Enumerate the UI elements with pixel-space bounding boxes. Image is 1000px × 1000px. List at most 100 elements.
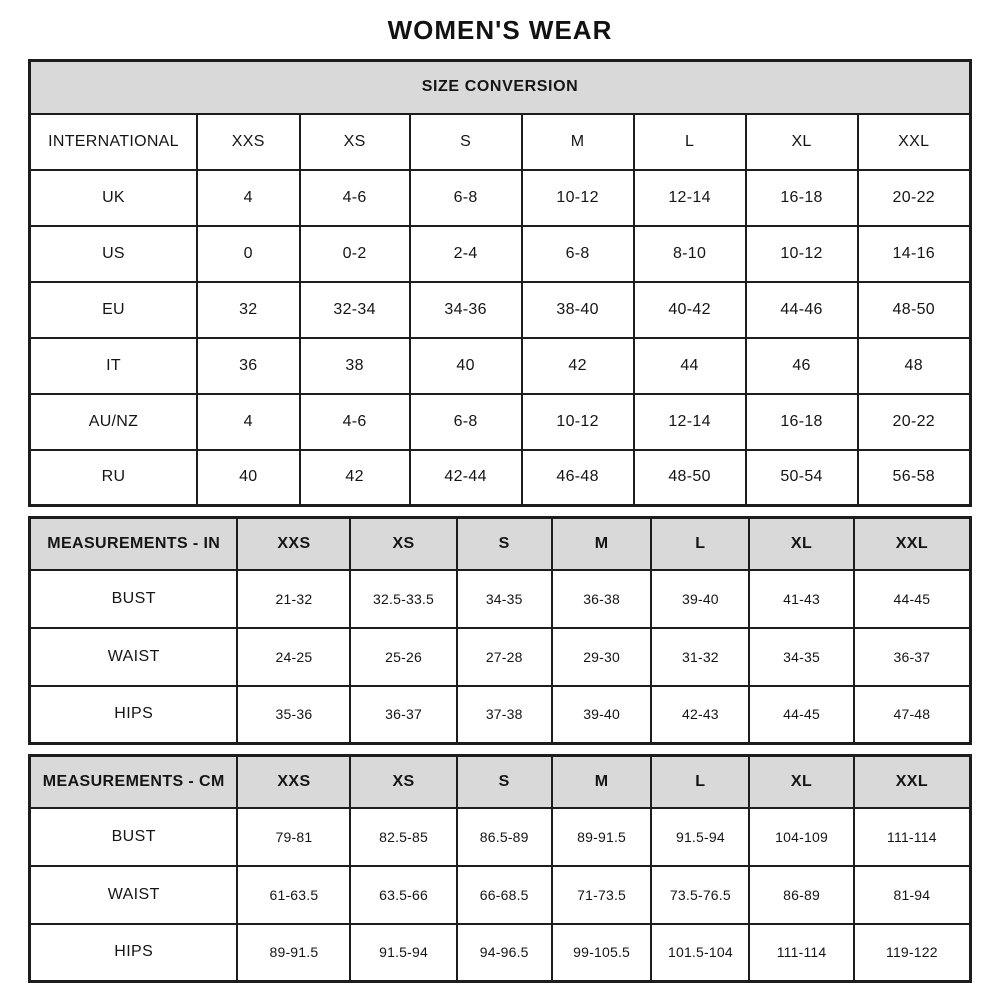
table-cell: 10-12 — [744, 224, 859, 283]
table-cell: 86-89 — [748, 864, 855, 925]
table-cell: 38 — [298, 336, 411, 395]
table-cell: 94-96.5 — [455, 922, 553, 983]
column-header-xxs: XXS — [236, 754, 352, 809]
column-header-international: INTERNATIONAL — [28, 112, 198, 171]
row-label: AU/NZ — [28, 392, 198, 451]
table-cell: 4 — [195, 392, 301, 451]
column-header-row: MEASUREMENTS - CM XXS XS S M L XL XXL — [28, 754, 972, 809]
table-cell: 73.5-76.5 — [650, 864, 751, 925]
table-cell: 42 — [298, 448, 411, 507]
column-header-s: S — [455, 754, 553, 809]
row-label: WAIST — [28, 626, 239, 687]
table-cell: 29-30 — [550, 626, 653, 687]
table-cell: 89-91.5 — [236, 922, 352, 983]
table-cell: 44-45 — [852, 568, 972, 629]
table-cell: 40 — [195, 448, 301, 507]
table-cell: 44 — [632, 336, 747, 395]
measurements-cm-table: MEASUREMENTS - CM XXS XS S M L XL XXL BU… — [28, 754, 972, 983]
table-cell: 41-43 — [748, 568, 855, 629]
table-cell: 119-122 — [852, 922, 972, 983]
row-label: EU — [28, 280, 198, 339]
table-cell: 21-32 — [236, 568, 352, 629]
table-cell: 42-43 — [650, 684, 751, 745]
table-cell: 104-109 — [748, 806, 855, 867]
table-cell: 61-63.5 — [236, 864, 352, 925]
table-cell: 111-114 — [748, 922, 855, 983]
table-cell: 111-114 — [852, 806, 972, 867]
table-cell: 14-16 — [856, 224, 972, 283]
column-header-xxl: XXL — [852, 754, 972, 809]
table-cell: 27-28 — [455, 626, 553, 687]
table-cell: 82.5-85 — [349, 806, 458, 867]
column-header-xxl: XXL — [856, 112, 972, 171]
column-header-l: L — [632, 112, 747, 171]
table-cell: 71-73.5 — [550, 864, 653, 925]
table-row-hips: HIPS 35-36 36-37 37-38 39-40 42-43 44-45… — [28, 684, 972, 745]
table-cell: 56-58 — [856, 448, 972, 507]
row-label: HIPS — [28, 922, 239, 983]
column-header-xl: XL — [748, 516, 855, 571]
table-row-eu: EU 32 32-34 34-36 38-40 40-42 44-46 48-5… — [28, 280, 972, 339]
page-title: WOMEN'S WEAR — [387, 15, 613, 45]
table-cell: 46-48 — [520, 448, 635, 507]
table-row-us: US 0 0-2 2-4 6-8 8-10 10-12 14-16 — [28, 224, 972, 283]
table-cell: 48 — [856, 336, 972, 395]
table-cell: 12-14 — [632, 392, 747, 451]
table-cell: 66-68.5 — [455, 864, 553, 925]
table-cell: 86.5-89 — [455, 806, 553, 867]
table-cell: 44-46 — [744, 280, 859, 339]
table-cell: 48-50 — [856, 280, 972, 339]
column-header-xxs: XXS — [195, 112, 301, 171]
row-label: WAIST — [28, 864, 239, 925]
table-cell: 10-12 — [520, 392, 635, 451]
column-header-row: MEASUREMENTS - IN XXS XS S M L XL XXL — [28, 516, 972, 571]
table-cell: 48-50 — [632, 448, 747, 507]
row-label: BUST — [28, 568, 239, 629]
table-cell: 39-40 — [650, 568, 751, 629]
table-cell: 32-34 — [298, 280, 411, 339]
column-header-xl: XL — [744, 112, 859, 171]
table-banner-row: SIZE CONVERSION — [28, 59, 972, 115]
row-label: BUST — [28, 806, 239, 867]
table-cell: 34-36 — [408, 280, 523, 339]
table-row-it: IT 36 38 40 42 44 46 48 — [28, 336, 972, 395]
table-cell: 25-26 — [349, 626, 458, 687]
table-cell: 2-4 — [408, 224, 523, 283]
measurements-cm-title: MEASUREMENTS - CM — [28, 754, 239, 809]
table-cell: 0-2 — [298, 224, 411, 283]
table-cell: 91.5-94 — [349, 922, 458, 983]
table-row-bust: BUST 21-32 32.5-33.5 34-35 36-38 39-40 4… — [28, 568, 972, 629]
table-cell: 99-105.5 — [550, 922, 653, 983]
table-cell: 46 — [744, 336, 859, 395]
column-header-m: M — [550, 516, 653, 571]
column-header-xs: XS — [298, 112, 411, 171]
table-cell: 40 — [408, 336, 523, 395]
table-cell: 47-48 — [852, 684, 972, 745]
table-cell: 4 — [195, 168, 301, 227]
table-cell: 81-94 — [852, 864, 972, 925]
table-cell: 44-45 — [748, 684, 855, 745]
column-header-xxl: XXL — [852, 516, 972, 571]
table-cell: 101.5-104 — [650, 922, 751, 983]
table-cell: 34-35 — [455, 568, 553, 629]
table-row-aunz: AU/NZ 4 4-6 6-8 10-12 12-14 16-18 20-22 — [28, 392, 972, 451]
measurements-in-table: MEASUREMENTS - IN XXS XS S M L XL XXL BU… — [28, 516, 972, 745]
table-cell: 31-32 — [650, 626, 751, 687]
row-label: RU — [28, 448, 198, 507]
column-header-l: L — [650, 516, 751, 571]
row-label: HIPS — [28, 684, 239, 745]
table-cell: 36-38 — [550, 568, 653, 629]
table-cell: 36 — [195, 336, 301, 395]
column-header-s: S — [408, 112, 523, 171]
table-cell: 34-35 — [748, 626, 855, 687]
table-row-ru: RU 40 42 42-44 46-48 48-50 50-54 56-58 — [28, 448, 972, 507]
table-cell: 4-6 — [298, 392, 411, 451]
table-row-uk: UK 4 4-6 6-8 10-12 12-14 16-18 20-22 — [28, 168, 972, 227]
table-cell: 24-25 — [236, 626, 352, 687]
row-label: US — [28, 224, 198, 283]
table-cell: 42 — [520, 336, 635, 395]
table-cell: 35-36 — [236, 684, 352, 745]
table-cell: 10-12 — [520, 168, 635, 227]
table-cell: 0 — [195, 224, 301, 283]
